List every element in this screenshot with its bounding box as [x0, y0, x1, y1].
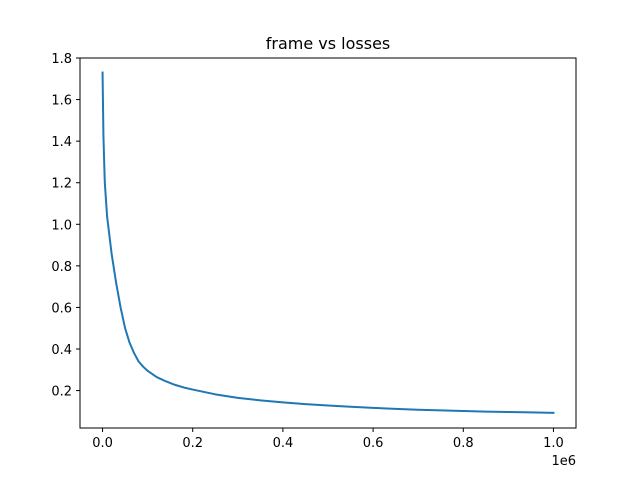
x-tick-label: 0.2: [182, 436, 203, 451]
y-tick-label: 1.0: [51, 218, 72, 233]
x-tick-label: 0.8: [453, 436, 474, 451]
x-tick-label: 0.6: [363, 436, 384, 451]
y-tick-label: 1.8: [51, 52, 72, 67]
axes-frame: [79, 57, 577, 429]
y-axis: 0.2 0.4 0.6 0.8 1.0 1.2 1.4 1.6 1.8: [51, 52, 80, 400]
x-tick-label: 0.0: [92, 436, 113, 451]
y-tick-label: 0.2: [51, 385, 72, 400]
chart-title: frame vs losses: [266, 34, 391, 53]
y-tick-label: 0.4: [51, 343, 72, 358]
x-axis: 0.0 0.2 0.4 0.6 0.8 1.0: [92, 428, 564, 451]
y-tick-label: 1.4: [51, 135, 72, 150]
plot-area: [101, 71, 555, 414]
y-tick-label: 1.6: [51, 94, 72, 109]
x-axis-offset-label: 1e6: [551, 454, 576, 469]
series-line: [101, 71, 555, 414]
x-tick-label: 0.4: [273, 436, 294, 451]
y-tick-label: 0.8: [51, 260, 72, 275]
y-tick-label: 1.2: [51, 177, 72, 192]
x-tick-label: 1.0: [543, 436, 564, 451]
y-tick-label: 0.6: [51, 301, 72, 316]
